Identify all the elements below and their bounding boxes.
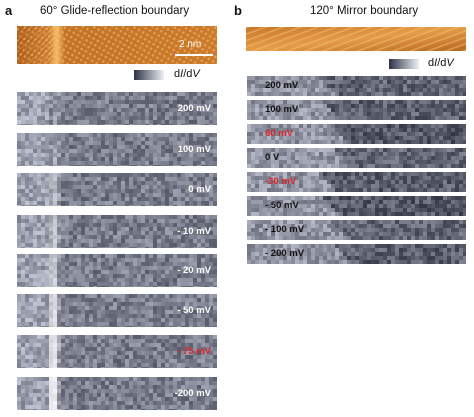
panel-b-map-energy-label: 100 mV — [265, 104, 299, 115]
panel-b-dIdV-map: - 200 mV — [247, 244, 466, 264]
panel-a-colorbar — [134, 70, 164, 80]
panel-b-dIdV-map: -30 mV — [247, 172, 466, 192]
panel-a-dIdV-map: 0 mV — [17, 173, 217, 206]
panel-a-map-energy-label: 0 mV — [188, 183, 211, 195]
panel-a-map-energy-label: -200 mV — [174, 387, 211, 399]
panel-b-dIdV-map: 0 V — [247, 148, 466, 168]
panel-a-dIdV-map: - 50 mV — [17, 294, 217, 327]
panel-a-topography-image: 2 nm — [17, 26, 217, 64]
panel-b-colorbar — [389, 59, 419, 69]
panel-b-map-energy-label: -30 mV — [265, 176, 297, 187]
panel-a-dIdV-map: 200 mV — [17, 92, 217, 125]
panel-b-topography-image — [246, 27, 466, 51]
panel-a-map-energy-label: - 75 mV — [177, 345, 211, 357]
panel-b-map-energy-label: - 100 mV — [265, 224, 305, 235]
panel-b-dIdV-map: 100 mV — [247, 100, 466, 120]
panel-b-dIdV-map: - 50 mV — [247, 196, 466, 216]
scale-bar-label: 2 nm — [179, 39, 202, 50]
panel-a-map-energy-label: 100 mV — [177, 143, 211, 155]
panel-a-dIdV-map: - 75 mV — [17, 335, 217, 368]
panel-b-title: 120° Mirror boundary — [310, 5, 419, 17]
panel-b-map-energy-label: 60 mV — [265, 128, 293, 139]
panel-b-dIdV-map: - 100 mV — [247, 220, 466, 240]
panel-a-letter: a — [5, 3, 13, 18]
panel-b-map-energy-label: 200 mV — [265, 80, 299, 91]
panel-a-title: 60° Glide-reflection boundary — [40, 5, 190, 17]
scale-bar — [175, 54, 213, 56]
panel-a-map-energy-label: - 10 mV — [177, 225, 211, 237]
panel-b-map-energy-label: - 50 mV — [265, 200, 299, 211]
panel-a-dIdV-map: - 10 mV — [17, 215, 217, 248]
panel-b-dIdV-map: 200 mV — [247, 76, 466, 96]
panel-b-map-energy-label: 0 V — [265, 152, 280, 163]
panel-a-map-energy-label: - 50 mV — [177, 304, 211, 316]
panel-a-dIdV-map: - 20 mV — [17, 254, 217, 287]
panel-a-map-energy-label: - 20 mV — [177, 264, 211, 276]
panel-a-dIdV-map: -200 mV — [17, 377, 217, 410]
panel-a-colorbar-label: dI/dV — [174, 68, 200, 80]
panel-a-dIdV-map: 100 mV — [17, 133, 217, 166]
panel-b-map-energy-label: - 200 mV — [265, 248, 305, 259]
panel-b-letter: b — [234, 3, 242, 18]
panel-b-dIdV-map: 60 mV — [247, 124, 466, 144]
panel-a-map-energy-label: 200 mV — [177, 102, 211, 114]
panel-b-colorbar-label: dI/dV — [428, 57, 454, 69]
